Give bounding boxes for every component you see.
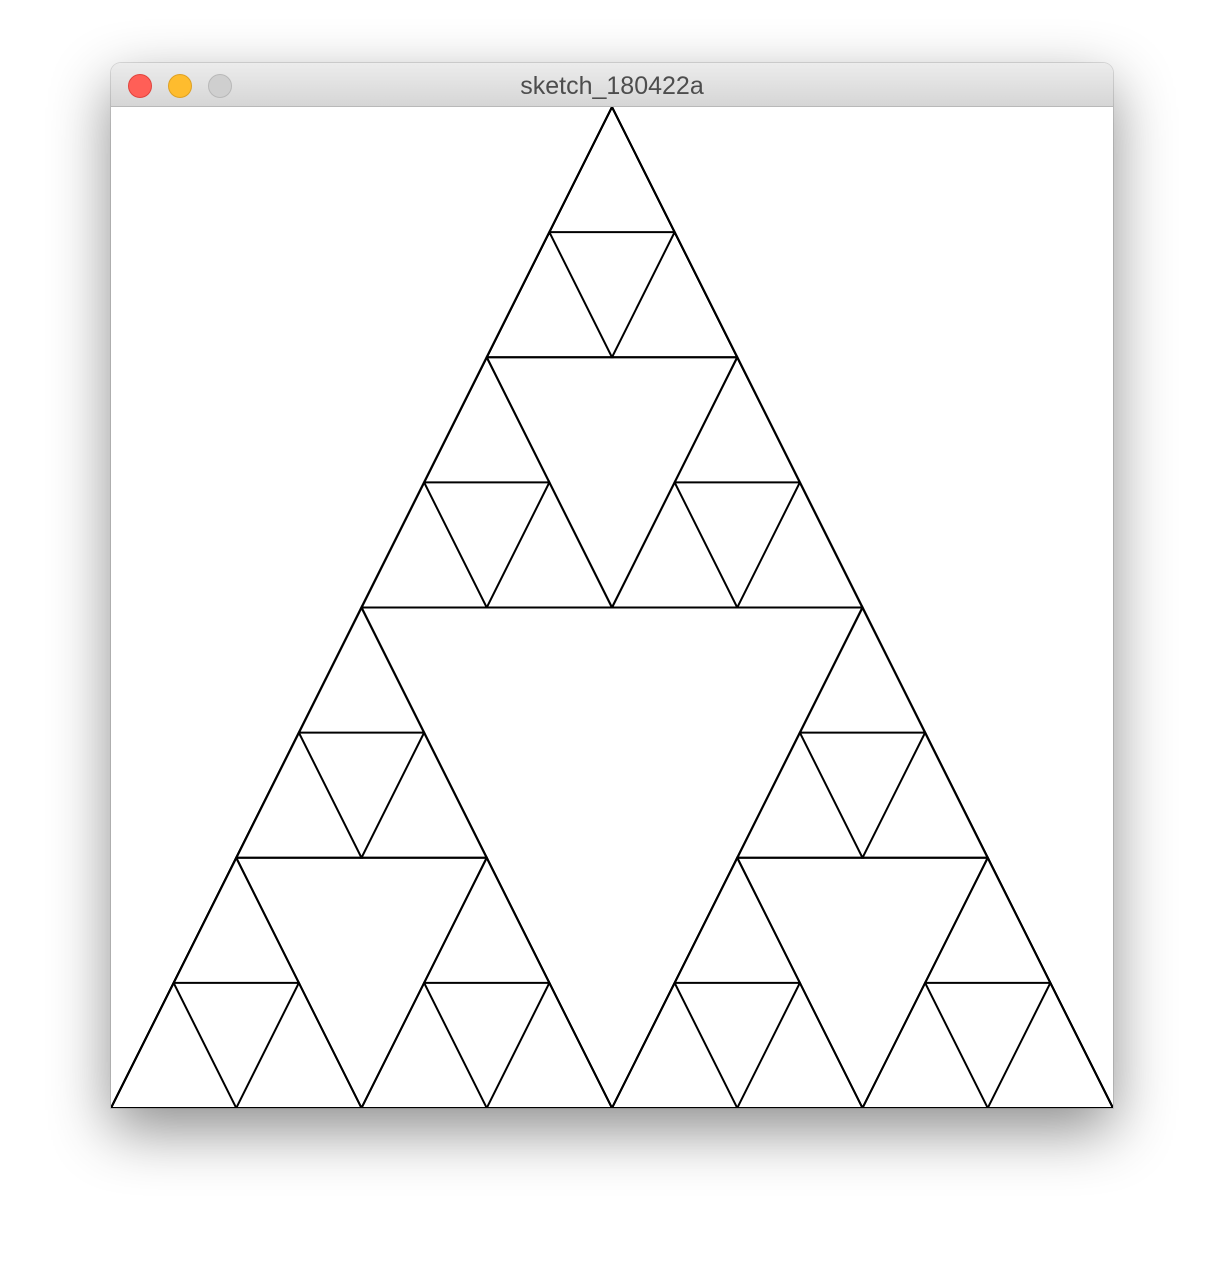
triangle-3 (547, 107, 677, 234)
window-title: sketch_180422a (520, 72, 704, 100)
triangle-33 (673, 855, 802, 984)
triangle-34 (610, 980, 739, 1108)
minimize-button[interactable] (168, 74, 192, 98)
triangle-30 (735, 730, 865, 859)
triangle-35 (736, 980, 864, 1108)
triangle-9 (485, 480, 614, 609)
triangle-18 (359, 730, 489, 859)
zoom-button[interactable] (208, 74, 232, 98)
triangle-7 (422, 355, 551, 484)
triangle-31 (860, 730, 990, 859)
sketch-window: sketch_180422a (111, 63, 1113, 1108)
triangle-24 (422, 855, 551, 984)
triangle-39 (986, 980, 1113, 1108)
triangle-16 (297, 605, 426, 734)
triangle-17 (234, 730, 364, 859)
triangle-11 (673, 355, 802, 484)
sierpinski-triangle (111, 107, 1113, 1108)
triangle-12 (610, 480, 739, 609)
sketch-canvas (111, 107, 1113, 1108)
triangle-25 (360, 980, 488, 1108)
triangle-5 (610, 229, 739, 359)
triangle-29 (798, 605, 927, 734)
triangle-20 (172, 855, 301, 984)
triangle-21 (111, 980, 238, 1108)
triangle-37 (923, 855, 1052, 984)
triangle-8 (359, 480, 489, 609)
triangle-26 (485, 980, 614, 1108)
triangle-4 (485, 229, 614, 359)
title-bar[interactable]: sketch_180422a (111, 63, 1113, 107)
triangle-13 (735, 480, 865, 609)
close-button[interactable] (128, 74, 152, 98)
triangle-38 (861, 980, 989, 1108)
triangle-22 (235, 980, 363, 1108)
